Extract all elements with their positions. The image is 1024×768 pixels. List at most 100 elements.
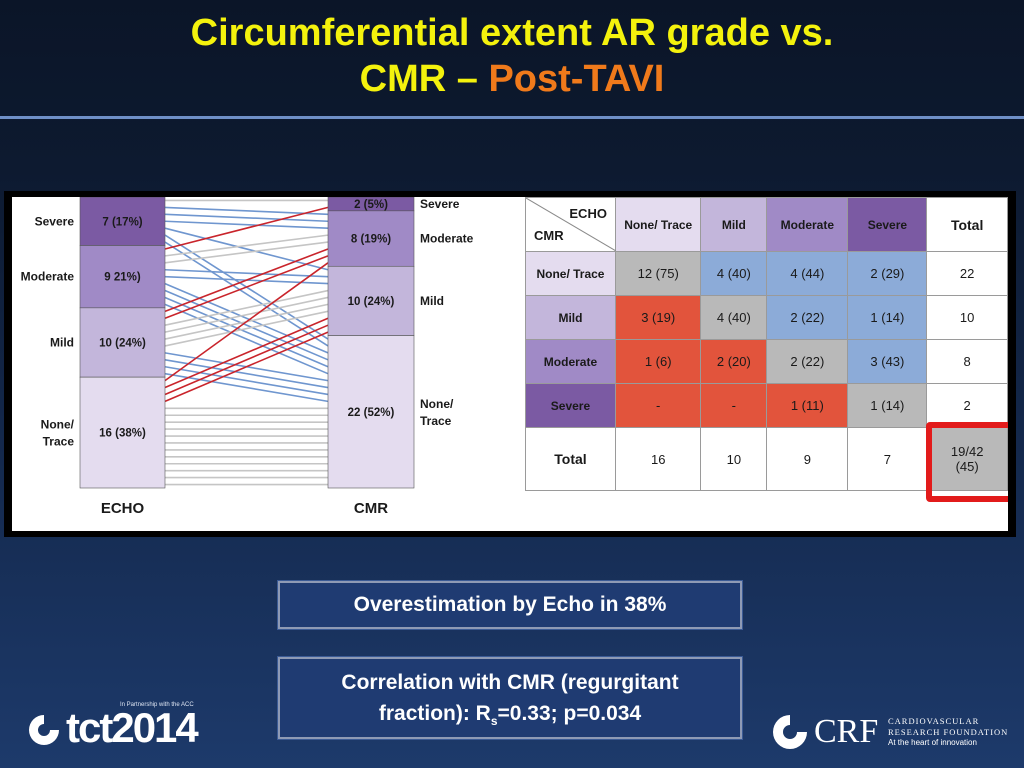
row-header-none-trace: None/ Trace [525, 251, 616, 296]
flow-lines [164, 199, 329, 486]
table-row: Moderate 1 (6) 2 (20) 2 (22) 3 (43) 8 [525, 339, 1008, 384]
table-cell: 2 (20) [700, 339, 768, 384]
crf-wordmark: CRF [814, 713, 879, 750]
table-cell: 2 (29) [847, 251, 928, 296]
table-cell: 1 (11) [766, 383, 849, 428]
flow-line [164, 282, 329, 354]
cmr-segment-label: 10 (24%) [348, 296, 395, 308]
flow-line [164, 372, 329, 403]
flow-line [164, 296, 329, 368]
table-cell: - [700, 383, 768, 428]
corner-diagonal [526, 198, 616, 251]
flow-line [164, 310, 329, 347]
flow-line [164, 289, 329, 326]
row-total: 10 [926, 295, 1008, 340]
corner-cell: ECHO CMR [525, 197, 616, 252]
flow-line [164, 268, 329, 278]
echo-axis-label: ECHO [101, 500, 145, 517]
total-row: Total 16 10 9 7 19/42 (45) [525, 427, 1008, 491]
crf-subtitle-1: CARDIOVASCULAR [888, 716, 980, 726]
col-header-none-trace: None/ Trace [614, 197, 702, 252]
echo-bar-segment [79, 376, 166, 489]
figure-panel-inner: 7 (17%) Severe 9 21%) Moderate 10 (24%) Mild 1… [12, 197, 1008, 531]
correlation-pre: fraction): R [378, 702, 491, 725]
col-header-moderate: Moderate [766, 197, 849, 252]
grand-total-highlight [926, 422, 1008, 502]
cmr-axis-label: CMR [354, 500, 388, 517]
table-cell: - [614, 383, 702, 428]
table-cell: 4 (40) [700, 251, 768, 296]
title-line-1: Circumferential extent AR grade vs. [190, 12, 834, 54]
flow-line [164, 289, 329, 361]
table-cell: 1 (14) [847, 295, 928, 340]
flow-line [164, 359, 329, 389]
flow-line [164, 213, 329, 223]
tct-wordmark: tct2014 [66, 704, 199, 751]
alluvial-chart: 7 (17%) Severe 9 21%) Moderate 10 (24%) Mild 1… [21, 197, 474, 517]
echo-category-label: None/Trace [41, 418, 75, 449]
flow-line [164, 255, 329, 319]
cmr-bar-segment [327, 265, 415, 336]
cmr-segment-label: 8 (19%) [351, 234, 391, 246]
row-header-moderate: Moderate [525, 339, 616, 384]
table-row: Mild 3 (19) 4 (40) 2 (22) 1 (14) 10 [525, 295, 1008, 340]
echo-segment-label: 10 (24%) [99, 338, 146, 350]
table-cell: 2 (22) [766, 295, 849, 340]
col-total: 7 [847, 427, 928, 491]
col-total: 10 [700, 427, 768, 491]
title-line-2: CMR – Post-TAVI [0, 56, 1024, 102]
row-total: 8 [926, 339, 1008, 384]
flow-line [164, 241, 329, 264]
corner-cmr-label: CMR [534, 228, 564, 243]
corner-echo-label: ECHO [569, 206, 607, 221]
table-row: None/ Trace 12 (75) 4 (40) 4 (44) 2 (29)… [525, 251, 1008, 296]
table-cell: 4 (40) [700, 295, 768, 340]
flow-line [164, 206, 329, 250]
flow-line [164, 296, 329, 333]
col-total: 9 [766, 427, 849, 491]
col-header-total: Total [926, 197, 1008, 252]
echo-bar-segment [79, 307, 166, 378]
table-cell: 1 (6) [614, 339, 702, 384]
figure-panel: 7 (17%) Severe 9 21%) Moderate 10 (24%) Mild 1… [4, 191, 1016, 537]
echo-category-label: Moderate [21, 270, 75, 284]
col-header-mild: Mild [700, 197, 768, 252]
echo-segment-label: 16 (38%) [99, 428, 146, 440]
flow-line [164, 234, 329, 257]
table-cell: 3 (43) [847, 339, 928, 384]
flow-line [164, 206, 329, 216]
cmr-bar-segment [327, 210, 415, 267]
tct-swirl-icon [29, 715, 59, 745]
title-divider [0, 116, 1024, 119]
correlation-line-2: fraction): Rs=0.33; p=0.034 [280, 698, 740, 737]
title-line-2-accent: Post-TAVI [488, 58, 665, 100]
cmr-category-label: None/Trace [420, 397, 454, 428]
correlation-line-1: Correlation with CMR (regurgitant [341, 671, 679, 694]
tct-tagline: In Partnership with the ACC [120, 702, 194, 708]
row-header-severe: Severe [525, 383, 616, 428]
flow-line [164, 220, 329, 229]
grand-total-cell: 19/42 (45) [926, 427, 1008, 491]
flow-line [164, 303, 329, 375]
correlation-sub: s [490, 714, 498, 729]
crf-swirl-icon [773, 715, 807, 749]
table-cell: 1 (14) [847, 383, 928, 428]
flow-line [164, 365, 329, 396]
echo-category-label: Severe [35, 214, 75, 228]
flow-line [164, 324, 329, 396]
echo-bar-segment [79, 197, 166, 246]
cmr-segment-label: 22 (52%) [348, 407, 395, 419]
cmr-category-label: Moderate [420, 232, 474, 246]
correlation-post: =0.33; p=0.034 [497, 702, 642, 725]
cmr-bar-segment [327, 335, 415, 489]
title-line-2-main: CMR – [359, 58, 489, 100]
crf-subtitle-3: At the heart of innovation [888, 738, 977, 747]
grand-total-line-2: (45) [955, 459, 979, 474]
echo-segment-label: 7 (17%) [102, 216, 142, 228]
table-cell: 2 (22) [766, 339, 849, 384]
echo-category-label: Mild [50, 336, 74, 350]
table-cell: 4 (44) [766, 251, 849, 296]
cmr-category-label: Severe [420, 197, 460, 211]
table-cell: 3 (19) [614, 295, 702, 340]
cmr-segment-label: 2 (5%) [354, 199, 388, 211]
